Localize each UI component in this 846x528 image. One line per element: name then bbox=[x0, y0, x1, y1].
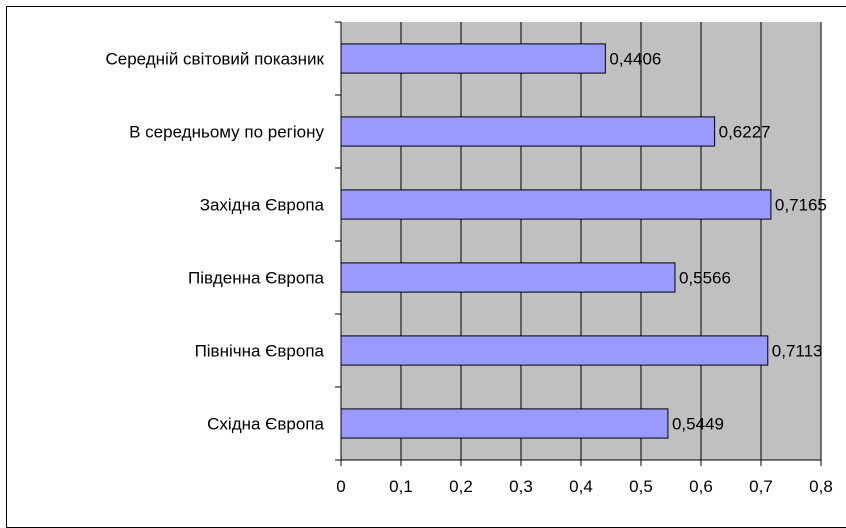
x-tick-label: 0,5 bbox=[629, 477, 653, 496]
category-label: Середній світовий показник bbox=[105, 50, 324, 69]
bar bbox=[340, 43, 606, 74]
data-label: 0,4406 bbox=[609, 50, 661, 69]
bar bbox=[340, 189, 772, 220]
x-tick-label: 0,8 bbox=[809, 477, 833, 496]
data-label: 0,6227 bbox=[719, 123, 771, 142]
category-label: Північна Європа bbox=[195, 342, 325, 361]
x-tick-label: 0,7 bbox=[749, 477, 773, 496]
category-label: Східна Європа bbox=[207, 415, 324, 434]
category-labels: Середній світовий показник В середньому п… bbox=[105, 50, 324, 434]
bar bbox=[340, 116, 716, 147]
x-tick-label: 0,4 bbox=[569, 477, 593, 496]
x-tick-label: 0,1 bbox=[389, 477, 413, 496]
x-tick-label: 0,6 bbox=[689, 477, 713, 496]
bar bbox=[340, 408, 669, 439]
data-label: 0,5566 bbox=[679, 269, 731, 288]
category-label: Західна Європа bbox=[200, 196, 325, 215]
bar bbox=[340, 262, 676, 293]
data-label: 0,7113 bbox=[772, 342, 823, 361]
category-label: В середньому по регіону bbox=[129, 123, 324, 142]
data-label: 0,5449 bbox=[672, 415, 724, 434]
category-label: Південна Європа bbox=[188, 269, 325, 288]
grid-lines bbox=[400, 22, 822, 460]
x-tick-label: 0,2 bbox=[449, 477, 473, 496]
value-labels: 0,4406 0,6227 0,7165 0,5566 0,7113 0,5449 bbox=[609, 50, 827, 434]
x-tick-label: 0,3 bbox=[509, 477, 533, 496]
x-tick-label: 0 bbox=[336, 477, 345, 496]
bar bbox=[340, 335, 769, 366]
y-axis-ticks bbox=[335, 21, 341, 461]
bars bbox=[340, 43, 772, 439]
x-axis-ticks: 0 0,1 0,2 0,3 0,4 0,5 0,6 0,7 0,8 bbox=[336, 460, 833, 496]
data-label: 0,7165 bbox=[775, 196, 827, 215]
